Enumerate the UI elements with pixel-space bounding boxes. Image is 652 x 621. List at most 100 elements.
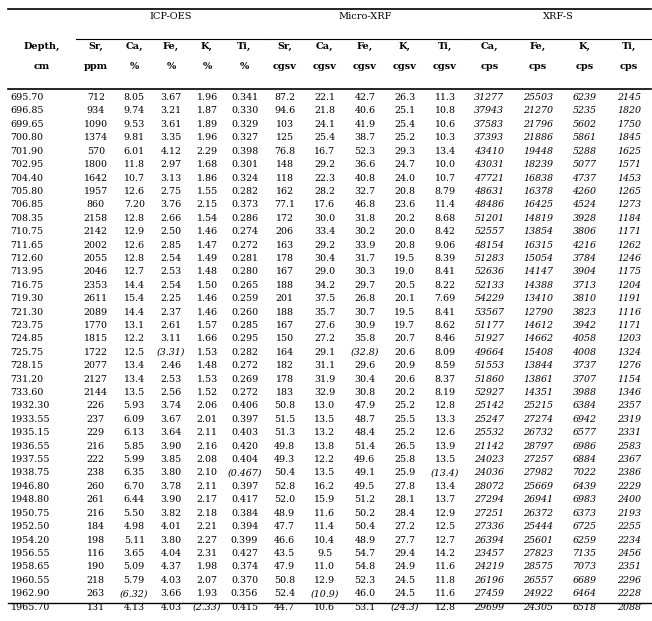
Text: 2.06: 2.06 (196, 401, 218, 410)
Text: 26557: 26557 (523, 576, 553, 585)
Text: 5.85: 5.85 (124, 442, 145, 451)
Text: 5.50: 5.50 (124, 509, 145, 518)
Text: 24.0: 24.0 (394, 173, 415, 183)
Text: 3.90: 3.90 (160, 496, 182, 504)
Text: 5.93: 5.93 (124, 401, 145, 410)
Text: 8.09: 8.09 (434, 348, 456, 357)
Text: 25601: 25601 (523, 535, 553, 545)
Text: 33.9: 33.9 (354, 240, 376, 250)
Text: 167: 167 (276, 268, 293, 276)
Text: 2611: 2611 (83, 294, 108, 303)
Text: 1090: 1090 (83, 120, 108, 129)
Text: 6942: 6942 (572, 415, 597, 424)
Text: 24922: 24922 (523, 589, 553, 598)
Text: 47.9: 47.9 (354, 401, 376, 410)
Text: 24305: 24305 (523, 602, 553, 612)
Text: 125: 125 (276, 134, 293, 142)
Text: 0.259: 0.259 (231, 294, 258, 303)
Text: 3.67: 3.67 (160, 93, 182, 102)
Text: 3.80: 3.80 (160, 468, 182, 478)
Text: 3.90: 3.90 (160, 442, 182, 451)
Text: 20.9: 20.9 (394, 361, 415, 370)
Text: 28.4: 28.4 (394, 509, 415, 518)
Text: 4.12: 4.12 (160, 147, 182, 156)
Text: 19.5: 19.5 (394, 254, 415, 263)
Text: 51201: 51201 (475, 214, 505, 223)
Text: 49.1: 49.1 (354, 468, 376, 478)
Text: 222: 222 (87, 455, 105, 464)
Text: 3904: 3904 (572, 268, 597, 276)
Text: 30.7: 30.7 (354, 307, 376, 317)
Text: Fe,: Fe, (357, 42, 373, 51)
Text: 8.41: 8.41 (434, 307, 456, 317)
Text: 27336: 27336 (475, 522, 505, 531)
Text: 131: 131 (87, 602, 105, 612)
Text: 183: 183 (276, 388, 293, 397)
Text: 20.7: 20.7 (394, 335, 415, 343)
Text: 50.8: 50.8 (274, 576, 295, 585)
Text: 178: 178 (276, 374, 293, 384)
Text: (3.31): (3.31) (157, 348, 185, 357)
Text: 1962.90: 1962.90 (10, 589, 50, 598)
Text: 8.59: 8.59 (434, 361, 456, 370)
Text: 14351: 14351 (523, 388, 553, 397)
Text: 163: 163 (276, 240, 294, 250)
Text: 12.9: 12.9 (434, 509, 456, 518)
Text: 3707: 3707 (572, 374, 597, 384)
Text: 24.9: 24.9 (394, 563, 415, 571)
Text: 2228: 2228 (617, 589, 641, 598)
Text: 0.373: 0.373 (231, 201, 258, 209)
Text: %: % (202, 62, 212, 71)
Text: 6.35: 6.35 (124, 468, 145, 478)
Text: 8.19: 8.19 (434, 388, 456, 397)
Text: 31.7: 31.7 (354, 254, 376, 263)
Text: 25247: 25247 (475, 415, 505, 424)
Text: (2.33): (2.33) (193, 602, 221, 612)
Text: 9.5: 9.5 (317, 549, 333, 558)
Text: 164: 164 (276, 348, 293, 357)
Text: 87.2: 87.2 (274, 93, 295, 102)
Text: 2.07: 2.07 (196, 576, 218, 585)
Text: 2088: 2088 (617, 602, 641, 612)
Text: 1965.70: 1965.70 (10, 602, 50, 612)
Text: 5288: 5288 (572, 147, 597, 156)
Text: cgsv: cgsv (393, 62, 417, 71)
Text: 29.7: 29.7 (354, 281, 376, 290)
Text: 731.20: 731.20 (10, 374, 44, 384)
Text: 25.1: 25.1 (394, 106, 415, 116)
Text: 50.2: 50.2 (354, 509, 376, 518)
Text: 0.330: 0.330 (231, 106, 258, 116)
Text: 20.8: 20.8 (394, 187, 415, 196)
Text: 12.6: 12.6 (124, 187, 145, 196)
Text: 1.46: 1.46 (196, 307, 218, 317)
Text: 5077: 5077 (572, 160, 597, 169)
Text: 570: 570 (87, 147, 105, 156)
Text: 4.03: 4.03 (160, 576, 182, 585)
Text: 21796: 21796 (523, 120, 553, 129)
Text: 51.5: 51.5 (274, 415, 295, 424)
Text: 29699: 29699 (475, 602, 505, 612)
Text: 148: 148 (276, 160, 293, 169)
Text: 10.3: 10.3 (434, 134, 456, 142)
Text: 238: 238 (87, 468, 105, 478)
Text: 24.5: 24.5 (394, 576, 415, 585)
Text: 13854: 13854 (523, 227, 553, 236)
Text: 4.37: 4.37 (160, 563, 182, 571)
Text: 3928: 3928 (572, 214, 597, 223)
Text: 4.01: 4.01 (160, 522, 182, 531)
Text: 20.6: 20.6 (394, 348, 415, 357)
Text: 30.9: 30.9 (354, 321, 376, 330)
Text: 2319: 2319 (617, 415, 641, 424)
Text: 1273: 1273 (617, 201, 641, 209)
Text: 30.4: 30.4 (314, 254, 335, 263)
Text: 1171: 1171 (617, 227, 641, 236)
Text: 16.7: 16.7 (314, 147, 335, 156)
Text: 712: 712 (87, 93, 105, 102)
Text: 22.1: 22.1 (314, 93, 335, 102)
Text: cps: cps (481, 62, 499, 71)
Text: 14662: 14662 (523, 335, 553, 343)
Text: Fe,: Fe, (529, 42, 546, 51)
Text: 43410: 43410 (475, 147, 505, 156)
Text: 21886: 21886 (523, 134, 553, 142)
Text: 7.69: 7.69 (434, 294, 456, 303)
